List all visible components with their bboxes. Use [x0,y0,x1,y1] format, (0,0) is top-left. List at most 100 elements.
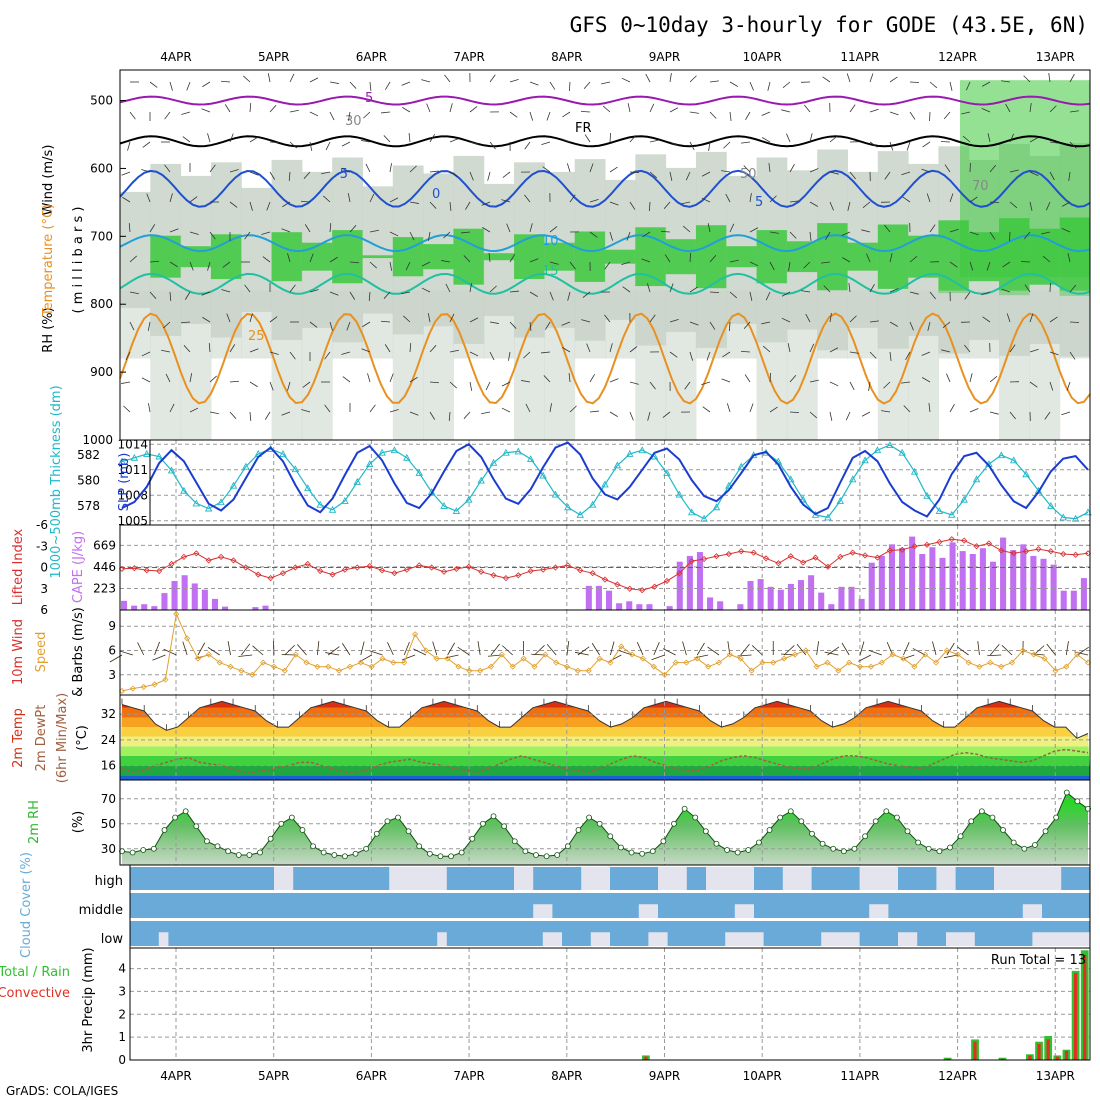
wind-barb [488,253,491,263]
wind-barb [1042,255,1051,263]
wind-barb [149,81,158,88]
wind-barb [429,170,439,173]
upper-air-panel: 5 FR -5 0 5 10 15 25 30 50 70 500 600 700 800 900 1000 Wi… [41,69,1091,447]
axis-label-part: ( m i l l i b a r s ) [71,207,86,314]
wind-point [585,667,592,674]
wind-barb [509,290,519,293]
rh-point [777,814,784,821]
rh-point [204,838,210,845]
wind-barb [301,409,311,413]
wind-barb [609,201,619,206]
wind-barb [469,171,474,181]
wind-barb [509,254,515,263]
lifted-point [379,567,386,574]
wind-barb [629,201,636,210]
wind-barb [849,381,855,391]
wind-barb [401,291,411,295]
cape-bar [141,604,148,610]
temp-band [120,775,1090,780]
cape-bar [848,586,855,610]
wind-barb [653,641,660,656]
wind-barb [761,321,771,325]
cloud-gap [638,904,658,918]
rh-band-green [847,242,879,271]
rh-point [1010,839,1017,846]
wind-barb [957,646,969,656]
lifted-point [143,567,150,574]
lifted-line [121,538,1089,591]
rh-point [257,849,263,856]
wind-barb [989,231,996,240]
wind-barb [949,81,953,91]
wind-point [867,663,874,670]
wind-barb [1029,381,1038,388]
wind-barb [749,227,759,233]
wind-barb [809,168,819,173]
thickness-point [502,448,510,456]
wind-barb [209,231,216,240]
thickness-point [564,503,572,511]
lifted-point [738,548,745,555]
contour-label: 10 [542,234,559,249]
lifted-point [639,587,646,594]
wind-barb [361,348,371,353]
wind-barb [546,111,551,121]
wind-barb [589,374,595,383]
rh-point [607,833,614,840]
wind-barb [546,644,557,656]
thickness-point [1059,513,1067,521]
precip-tick: 0 [118,1053,126,1067]
rh-point [628,849,635,856]
cape-bar [252,607,259,610]
bottom-day-label-11APR: 11APR [840,1069,879,1083]
wind-barb [989,164,997,173]
wind-point [998,663,1005,670]
wind-barb [858,654,872,662]
precip-tick: 3 [118,984,126,998]
wind-barb [869,284,875,293]
wind-barb [829,313,832,323]
wind-barb [489,351,495,361]
thickness-point [725,481,733,489]
wind-barb [523,351,531,359]
bottom-day-label-6APR: 6APR [356,1069,387,1083]
wind-barb [989,376,998,383]
wind-barb [981,81,991,87]
cape-bar [1060,590,1067,610]
top-day-label-11APR: 11APR [840,50,879,64]
wind-barb [964,291,971,300]
wind-barb [789,231,797,239]
wind-barb [762,345,771,353]
wind-barb [163,321,171,329]
wind-barb [182,641,188,656]
wind-barb [169,403,175,413]
thickness-point [675,490,684,498]
lifted-point [527,567,534,575]
wind-barb [463,255,471,263]
wind-barb [569,405,577,413]
wind-barb [300,200,311,203]
wind-barb [383,291,391,299]
wind-barb [222,261,231,268]
wind-barb [669,351,678,358]
wind-barb [721,170,731,173]
wind-barb [689,351,694,361]
wind-barb [443,231,451,239]
wind-point [227,663,234,670]
wind-barb [709,111,717,119]
rh-point [915,839,922,846]
wind-barb [309,253,314,263]
wind-barb [568,81,571,92]
wind-barb [461,231,471,234]
wind-barb [381,111,391,114]
wind-barb [729,291,738,299]
wind-barb [969,373,973,383]
wind-barb [944,164,951,173]
wind-barb [1069,141,1077,149]
pressure-tick: 900 [90,365,113,379]
wind-barb [432,641,438,656]
wind-barb [469,283,472,293]
wind-point [401,659,408,666]
wind-barb [405,261,411,271]
axis-label: 1000~500mb Thickness (dm) [49,385,64,578]
